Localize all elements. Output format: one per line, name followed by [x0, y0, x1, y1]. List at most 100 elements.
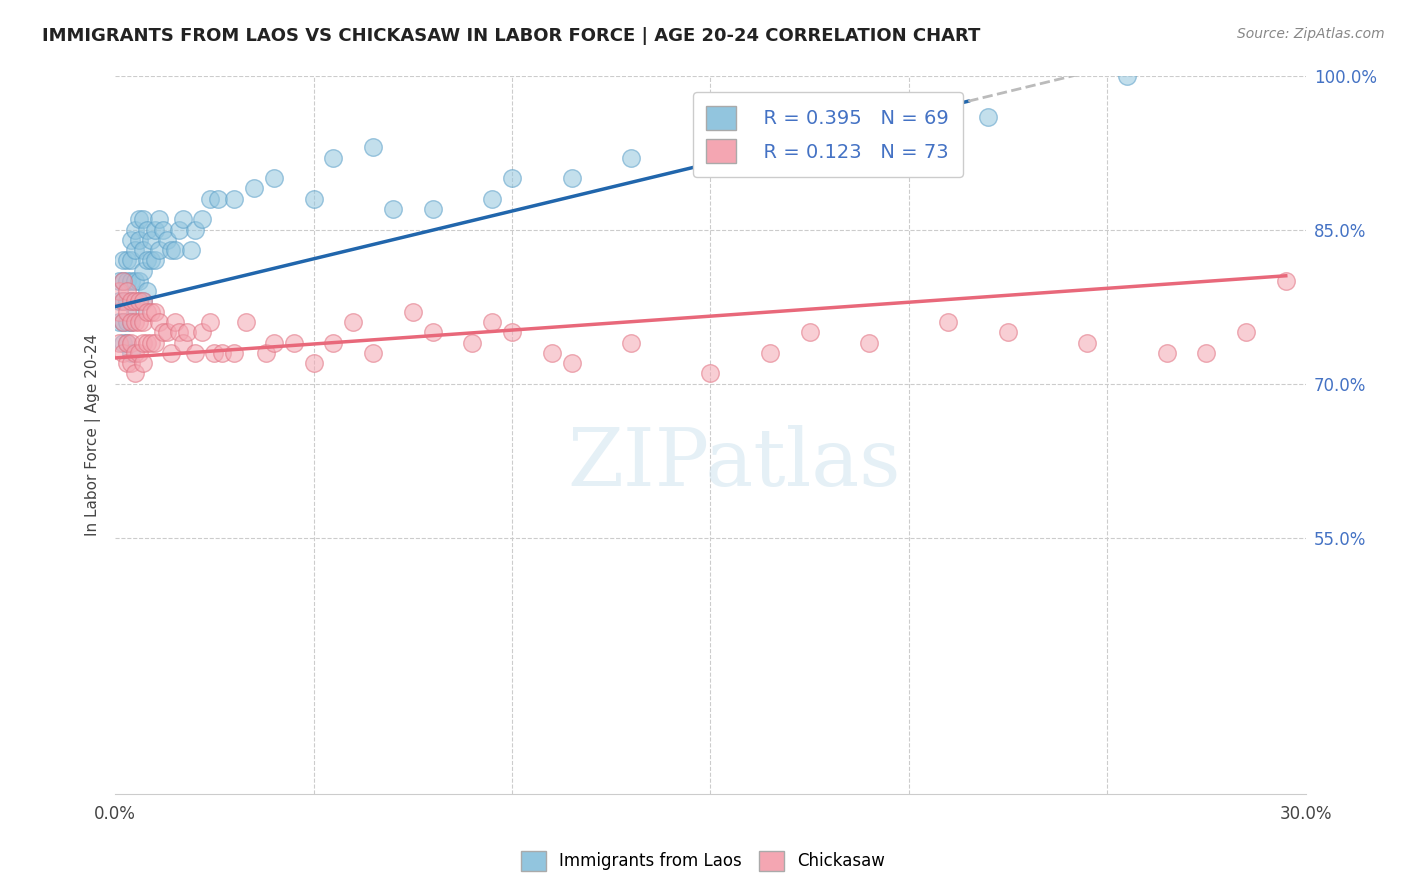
Point: [997, 325, 1019, 339]
Point: [302, 192, 325, 206]
Legend: Immigrants from Laos, Chickasaw: Immigrants from Laos, Chickasaw: [513, 842, 893, 880]
Point: [200, 315, 222, 329]
Point: [112, 346, 135, 360]
Point: [159, 243, 181, 257]
Point: [143, 253, 166, 268]
Point: [139, 304, 162, 318]
Point: [112, 294, 135, 309]
Text: ZIPatlas: ZIPatlas: [568, 425, 901, 503]
Point: [176, 325, 198, 339]
Point: [108, 335, 131, 350]
Point: [124, 243, 146, 257]
Point: [128, 233, 150, 247]
Point: [148, 243, 170, 257]
Point: [172, 335, 194, 350]
Point: [302, 356, 325, 370]
Point: [235, 315, 257, 329]
Point: [560, 356, 582, 370]
Point: [132, 335, 155, 350]
Text: Source: ZipAtlas.com: Source: ZipAtlas.com: [1237, 27, 1385, 41]
Point: [172, 212, 194, 227]
Point: [977, 110, 1000, 124]
Point: [402, 304, 425, 318]
Point: [620, 151, 643, 165]
Point: [115, 274, 138, 288]
Point: [143, 222, 166, 236]
Point: [1234, 325, 1257, 339]
Point: [132, 356, 155, 370]
Point: [779, 140, 801, 154]
Point: [115, 335, 138, 350]
Point: [699, 367, 721, 381]
Point: [115, 356, 138, 370]
Point: [211, 346, 233, 360]
Point: [120, 315, 142, 329]
Point: [132, 315, 155, 329]
Point: [501, 171, 523, 186]
Point: [112, 294, 135, 309]
Point: [124, 294, 146, 309]
Point: [799, 325, 821, 339]
Point: [156, 325, 179, 339]
Point: [180, 243, 202, 257]
Point: [112, 335, 135, 350]
Point: [183, 346, 205, 360]
Point: [132, 294, 155, 309]
Point: [200, 192, 222, 206]
Point: [120, 335, 142, 350]
Point: [263, 335, 285, 350]
Point: [422, 325, 444, 339]
Point: [115, 335, 138, 350]
Point: [361, 140, 384, 154]
Point: [1116, 69, 1139, 83]
Point: [108, 294, 131, 309]
Point: [283, 335, 305, 350]
Point: [620, 335, 643, 350]
Point: [128, 315, 150, 329]
Point: [120, 253, 142, 268]
Point: [120, 346, 142, 360]
Point: [163, 243, 186, 257]
Point: [120, 274, 142, 288]
Point: [224, 192, 246, 206]
Point: [159, 346, 181, 360]
Point: [897, 130, 920, 145]
Point: [128, 294, 150, 309]
Point: [128, 294, 150, 309]
Point: [115, 315, 138, 329]
Point: [128, 346, 150, 360]
Point: [120, 315, 142, 329]
Point: [124, 274, 146, 288]
Point: [183, 222, 205, 236]
Point: [481, 315, 503, 329]
Point: [191, 325, 214, 339]
Point: [115, 304, 138, 318]
Point: [152, 325, 174, 339]
Point: [112, 274, 135, 288]
Legend:   R = 0.395   N = 69,   R = 0.123   N = 73: R = 0.395 N = 69, R = 0.123 N = 73: [693, 93, 963, 177]
Point: [108, 315, 131, 329]
Point: [156, 233, 179, 247]
Point: [838, 140, 860, 154]
Point: [361, 346, 384, 360]
Point: [481, 192, 503, 206]
Point: [191, 212, 214, 227]
Point: [132, 294, 155, 309]
Point: [120, 294, 142, 309]
Point: [143, 335, 166, 350]
Point: [152, 222, 174, 236]
Point: [112, 315, 135, 329]
Point: [254, 346, 277, 360]
Point: [124, 304, 146, 318]
Point: [202, 346, 225, 360]
Point: [128, 274, 150, 288]
Point: [136, 304, 159, 318]
Point: [322, 151, 344, 165]
Point: [461, 335, 484, 350]
Point: [167, 222, 190, 236]
Y-axis label: In Labor Force | Age 20-24: In Labor Force | Age 20-24: [86, 334, 101, 536]
Point: [108, 304, 131, 318]
Point: [224, 346, 246, 360]
Point: [128, 212, 150, 227]
Point: [560, 171, 582, 186]
